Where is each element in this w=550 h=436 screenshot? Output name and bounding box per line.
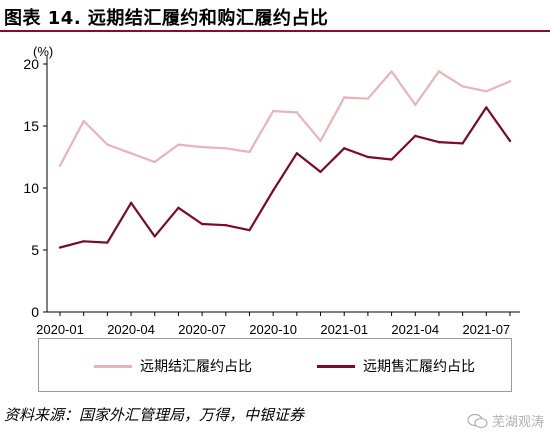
legend-label-settlement: 远期结汇履约占比 (140, 359, 252, 375)
data-point (248, 150, 251, 154)
data-point (129, 152, 133, 155)
legend-swatch-purchase (317, 364, 355, 368)
data-point (319, 170, 322, 174)
legend-item-purchase: 远期售汇履约占比 (317, 358, 475, 375)
x-tick-label: 2020-07 (178, 322, 226, 334)
x-tick-label: 2020-04 (107, 322, 155, 334)
y-tick-label: 5 (31, 242, 39, 258)
data-point (366, 97, 370, 100)
data-point (295, 111, 299, 114)
data-point (106, 241, 109, 244)
data-point (82, 119, 85, 123)
data-point (485, 106, 488, 109)
source-note: 资料来源：国家外汇管理局，万得，中银证券 (4, 406, 305, 424)
data-point (177, 143, 180, 146)
line-chart: 0 5 10 15 20(%) 2020-01 2020-04 2020-07 2020-10 2… (23, 44, 520, 334)
data-point (319, 139, 322, 143)
watermark-text: 芜湖观涛 (491, 415, 544, 430)
data-point (224, 147, 227, 150)
y-tick-label: 20 (23, 56, 39, 72)
chart-legend: 远期结汇履约占比 远期售汇履约占比 (38, 338, 512, 392)
data-point (106, 143, 109, 146)
title-divider (0, 30, 550, 32)
data-point (153, 160, 156, 164)
data-point (437, 70, 441, 73)
data-point (390, 158, 393, 161)
figure-title: 图表 14. 远期结汇履约和购汇履约占比 (4, 8, 329, 29)
data-point (508, 80, 512, 83)
x-tick-label: 2021-01 (320, 322, 368, 334)
data-point (200, 145, 204, 149)
y-tick-label: 15 (23, 118, 39, 134)
x-tick-label: 2021-07 (462, 322, 510, 334)
wechat-icon (467, 413, 488, 428)
data-point (295, 152, 299, 155)
series-line-0 (59, 70, 511, 167)
y-tick-label: 10 (23, 180, 39, 196)
data-point (485, 90, 488, 93)
series-line-1 (59, 106, 511, 249)
legend-swatch-settlement (94, 364, 132, 368)
legend-label-purchase: 远期售汇履约占比 (363, 359, 475, 375)
data-point (248, 228, 251, 232)
x-tick-label: 2020-01 (36, 322, 84, 334)
data-point (414, 134, 417, 138)
legend-item-settlement: 远期结汇履约占比 (94, 358, 252, 375)
x-tick-label: 2020-10 (249, 322, 297, 334)
x-tick-label: 2021-04 (391, 322, 439, 334)
data-point (271, 109, 275, 113)
data-point (414, 103, 417, 107)
data-point (366, 155, 370, 159)
data-point (461, 85, 464, 88)
data-point (58, 246, 62, 249)
watermark: 芜湖观涛 (467, 411, 544, 430)
chart-axes: 0 5 10 15 20(%) 2020-01 2020-04 2020-07 2020-10 2… (23, 44, 520, 334)
data-point (82, 240, 85, 243)
chart-series (58, 70, 512, 249)
data-point (200, 222, 204, 226)
data-point (343, 147, 346, 150)
data-point (461, 142, 464, 145)
y-tick-label: 0 (31, 304, 39, 320)
data-point (153, 235, 156, 238)
y-axis-unit-label: (%) (33, 44, 53, 59)
data-point (224, 224, 227, 227)
data-point (343, 96, 346, 99)
data-point (129, 201, 133, 205)
data-point (508, 139, 512, 143)
data-point (58, 164, 62, 167)
data-point (390, 70, 393, 73)
data-point (271, 189, 275, 192)
data-point (177, 206, 180, 210)
data-point (437, 140, 441, 144)
